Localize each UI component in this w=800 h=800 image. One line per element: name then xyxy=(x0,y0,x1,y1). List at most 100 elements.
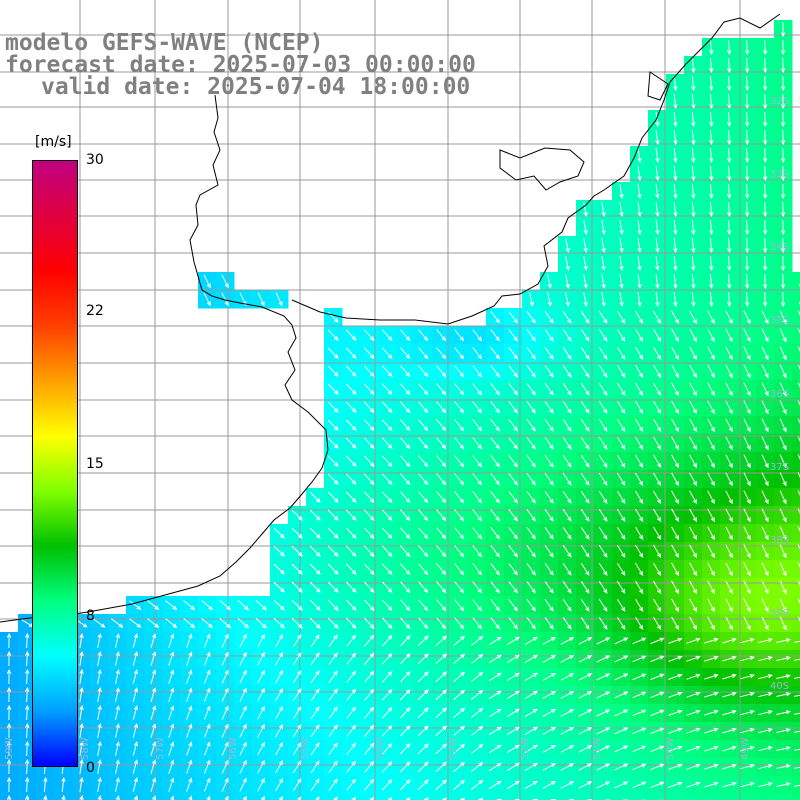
map-title-valid-date: valid date: 2025-07-04 18:00:00 xyxy=(41,74,471,100)
wind-arrow xyxy=(400,419,411,432)
wind-arrow xyxy=(490,437,500,450)
wind-arrow xyxy=(292,706,302,720)
wind-arrow xyxy=(673,165,678,182)
wind-arrow xyxy=(560,637,575,645)
wind-arrow xyxy=(310,742,320,756)
wind-arrow xyxy=(598,598,608,612)
wind-arrow xyxy=(691,93,696,110)
wind-arrow xyxy=(151,795,157,800)
wind-arrow xyxy=(542,691,557,699)
wind-arrow xyxy=(634,346,644,361)
wind-arrow xyxy=(614,709,629,717)
wind-arrow xyxy=(707,508,715,523)
colorbar-tick-0: 0 xyxy=(86,760,95,776)
wind-arrow xyxy=(727,93,732,110)
wind-arrow xyxy=(598,400,608,414)
wind-arrow xyxy=(472,401,482,414)
wind-arrow xyxy=(653,400,662,414)
wind-arrow xyxy=(580,436,590,450)
wind-arrow xyxy=(345,437,357,449)
wind-arrow xyxy=(762,147,768,164)
wind-arrow xyxy=(562,454,572,468)
wind-arrow xyxy=(328,706,338,719)
wind-arrow xyxy=(472,581,482,594)
wind-arrow xyxy=(150,759,157,774)
wind-arrow xyxy=(363,329,375,342)
wind-arrow xyxy=(776,710,791,715)
wind-arrow xyxy=(186,705,193,720)
wind-arrow xyxy=(436,563,447,576)
wind-arrow xyxy=(188,795,193,800)
wind-arrow xyxy=(580,328,590,342)
wind-arrow xyxy=(201,618,214,629)
wind-arrow xyxy=(655,238,660,254)
wind-arrow xyxy=(275,669,284,684)
wind-arrow xyxy=(580,418,590,432)
wind-arrow xyxy=(776,782,791,787)
wind-arrow xyxy=(150,669,157,684)
wind-arrow xyxy=(24,722,30,739)
wind-arrow xyxy=(147,600,160,610)
wind-arrow xyxy=(583,238,588,254)
wind-arrow xyxy=(668,763,683,770)
wind-arrow xyxy=(740,763,755,770)
wind-arrow xyxy=(743,598,751,613)
wind-arrow xyxy=(761,598,769,613)
wind-arrow xyxy=(327,419,339,431)
wind-arrow xyxy=(454,455,465,468)
wind-arrow xyxy=(745,111,750,128)
wind-arrow xyxy=(436,581,447,594)
wind-arrow xyxy=(454,419,465,432)
wind-arrow xyxy=(689,400,697,415)
wind-arrow xyxy=(780,147,786,164)
wind-arrow xyxy=(111,618,124,628)
wind-arrow xyxy=(616,400,626,414)
wind-speed-cell xyxy=(216,794,235,800)
wind-arrow xyxy=(201,600,214,611)
wind-arrow xyxy=(454,491,465,504)
wind-arrow xyxy=(453,743,466,754)
wind-speed-cell xyxy=(792,740,800,759)
wind-arrow xyxy=(598,562,608,576)
wind-arrow xyxy=(686,709,701,716)
wind-arrow xyxy=(637,274,642,290)
wind-arrow xyxy=(686,655,701,662)
wind-arrow xyxy=(6,740,12,757)
wind-arrow xyxy=(292,652,302,666)
wind-arrow xyxy=(203,274,211,289)
wind-arrow xyxy=(291,617,303,629)
wind-arrow xyxy=(132,705,138,720)
wind-arrow xyxy=(634,400,644,415)
wind-speed-cell xyxy=(306,794,325,800)
wind-arrow xyxy=(345,401,357,413)
wind-arrow xyxy=(762,291,768,308)
wind-arrow xyxy=(686,763,701,770)
wind-arrow xyxy=(725,562,733,577)
wind-arrow xyxy=(761,310,769,325)
wind-arrow xyxy=(257,669,265,684)
wind-arrow xyxy=(725,310,733,325)
wind-arrow xyxy=(707,562,715,577)
wind-arrow xyxy=(544,437,554,450)
wind-arrow xyxy=(797,400,800,407)
wind-speed-cell xyxy=(792,272,800,291)
wind-speed-cell xyxy=(630,794,649,800)
lon-label: 58W xyxy=(80,737,91,760)
wind-arrow xyxy=(436,401,447,414)
wind-arrow xyxy=(472,617,482,630)
wind-arrow xyxy=(526,473,536,486)
wind-arrow xyxy=(221,687,229,702)
wind-arrow xyxy=(614,691,629,699)
wind-arrow xyxy=(560,709,575,717)
wind-arrow xyxy=(745,129,750,146)
wind-arrow xyxy=(418,455,429,468)
wind-speed-cell xyxy=(792,416,800,435)
wind-arrow xyxy=(725,490,733,505)
wind-arrow xyxy=(275,759,284,774)
wind-arrow xyxy=(454,383,465,396)
wind-arrow xyxy=(727,219,732,236)
wind-arrow xyxy=(472,599,482,612)
wind-arrow xyxy=(779,508,787,523)
wind-arrow xyxy=(727,111,732,128)
wind-arrow xyxy=(490,383,500,396)
